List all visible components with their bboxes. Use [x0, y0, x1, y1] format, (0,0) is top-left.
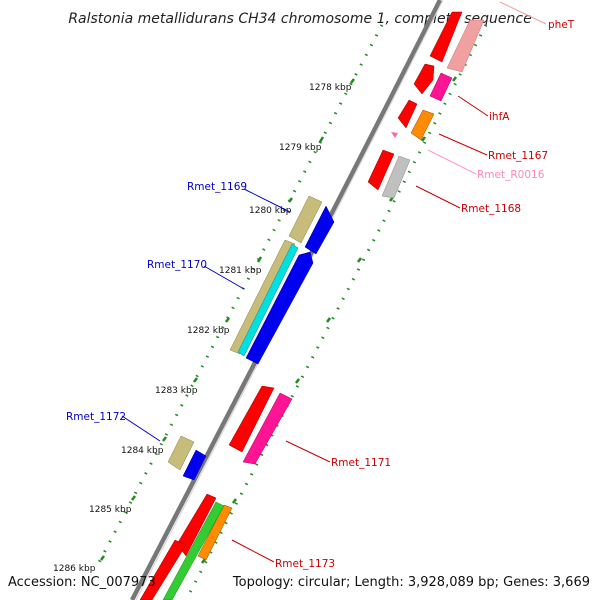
gene-rmet1172-blue-arrow[interactable] [182, 449, 207, 481]
gene-red-arrow-bottom[interactable] [139, 539, 187, 600]
gene-rmet1169-blue-arrow[interactable] [304, 205, 335, 255]
tick-marks [99, 76, 458, 564]
gene-rmet1170-cyan-arrow[interactable] [237, 243, 299, 357]
gene-label-rmet1170[interactable]: Rmet_1170 [147, 259, 207, 271]
gene-rmet1169-arrow[interactable] [288, 195, 323, 244]
gene-rmet1168-arrow-red[interactable] [367, 149, 395, 191]
tick-label: 1279 kbp [279, 143, 322, 153]
reverse-strand-genes [167, 195, 335, 481]
gene-label-ihfA[interactable]: ihfA [489, 111, 510, 123]
gene-label-rmet1168[interactable]: Rmet_1168 [461, 203, 521, 215]
gene-label-rmetR0016[interactable]: Rmet_R0016 [477, 169, 545, 181]
gene-ihfA-arrow[interactable] [429, 72, 453, 102]
gene-rmet1167-arrow-red[interactable] [397, 99, 418, 129]
gene-labels: pheT ihfA Rmet_1167 Rmet_R0016 Rmet_1168… [66, 19, 575, 570]
gene-pheT-arrow[interactable] [429, 11, 463, 63]
gene-rmet1170-arrow[interactable] [229, 239, 296, 355]
tick-labels: 1278 kbp 1279 kbp 1280 kbp 1281 kbp 1282… [53, 83, 352, 574]
gene-label-rmet1172[interactable]: Rmet_1172 [66, 411, 126, 423]
gene-label-rmet1169[interactable]: Rmet_1169 [187, 181, 247, 193]
sequence-summary-text: Topology: circular; Length: 3,928,089 bp… [232, 575, 590, 590]
gene-ihfA-arrow-red[interactable] [413, 63, 435, 95]
gene-rmet1173-arrow-red[interactable] [176, 493, 217, 557]
label-leaders [121, 1, 547, 563]
accession-text: Accession: NC_007973 [8, 575, 156, 590]
gene-rmet1168-arrow[interactable] [381, 155, 411, 199]
gene-rmet1167-arrow[interactable] [410, 109, 435, 141]
gene-rmet1172-arrow[interactable] [167, 435, 195, 471]
tick-label: 1284 kbp [121, 446, 164, 456]
gene-label-rmet1171[interactable]: Rmet_1171 [331, 457, 391, 469]
tick-label: 1280 kbp [249, 206, 292, 216]
gene-rmet1171-arrow[interactable] [242, 392, 293, 465]
inner-tick-track [93, 24, 384, 571]
tick-label: 1281 kbp [219, 266, 262, 276]
gene-pheT-shadow [446, 19, 485, 73]
gene-label-pheT[interactable]: pheT [548, 19, 575, 31]
tick-label: 1278 kbp [309, 83, 352, 93]
outer-tick-track [184, 24, 488, 600]
tick-label: 1286 kbp [53, 564, 96, 574]
gene-rmet1170-blue-arrow[interactable] [245, 251, 314, 365]
map-title: Ralstonia metallidurans CH34 chromosome … [68, 11, 531, 27]
tick-label: 1283 kbp [155, 386, 198, 396]
gene-rmetR0016-arrow[interactable] [391, 132, 398, 138]
gene-label-rmet1173[interactable]: Rmet_1173 [275, 558, 335, 570]
tick-label: 1285 kbp [89, 505, 132, 515]
tick-label: 1282 kbp [187, 326, 230, 336]
gene-rmet1171-arrow-red[interactable] [228, 385, 275, 453]
forward-strand-genes [139, 11, 485, 600]
gene-label-rmet1167[interactable]: Rmet_1167 [488, 150, 548, 162]
gene-green-arrow[interactable] [162, 501, 225, 600]
